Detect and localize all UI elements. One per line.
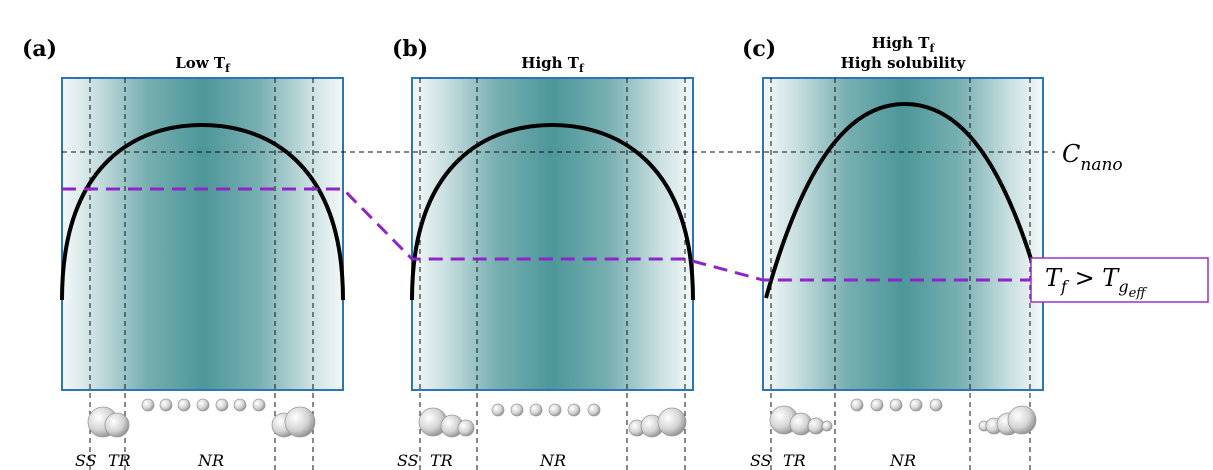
- panel-box: [763, 78, 1043, 390]
- title-text: Low T: [175, 54, 226, 72]
- c-nano-sub: nano: [1080, 155, 1122, 175]
- panel-title: High Tf: [872, 34, 936, 55]
- particle: [930, 399, 942, 411]
- particle: [822, 421, 832, 431]
- particle: [568, 404, 580, 416]
- panel-title: Low Tf: [175, 54, 231, 75]
- zone-label: NR: [197, 451, 224, 470]
- particle: [549, 404, 561, 416]
- title-subscript: f: [579, 62, 585, 75]
- c-nano-label: Cnano: [1062, 140, 1123, 175]
- c-nano-base: C: [1062, 140, 1080, 168]
- particle: [530, 404, 542, 416]
- particle: [234, 399, 246, 411]
- particle: [458, 420, 474, 436]
- particle: [588, 404, 600, 416]
- zone-label: NR: [539, 451, 566, 470]
- title-text: High T: [872, 34, 930, 52]
- particle: [1008, 406, 1036, 434]
- panel-label: (a): [22, 36, 57, 62]
- particle: [871, 399, 883, 411]
- particle: [890, 399, 902, 411]
- panel-title: High solubility: [841, 54, 967, 72]
- particle: [160, 399, 172, 411]
- particle: [492, 404, 504, 416]
- zone-label: TR: [783, 451, 806, 470]
- particle: [197, 399, 209, 411]
- zone-label: TR: [430, 451, 453, 470]
- particle: [142, 399, 154, 411]
- zone-label: SS: [75, 451, 97, 470]
- title-text: High solubility: [841, 54, 967, 72]
- zone-label: SS: [750, 451, 772, 470]
- panel-label: (b): [392, 36, 428, 62]
- particle: [658, 408, 686, 436]
- particle: [808, 418, 824, 434]
- cond-g: g: [1118, 277, 1128, 296]
- title-text: High T: [521, 54, 579, 72]
- cond-gt: > T: [1067, 264, 1120, 292]
- particle: [851, 399, 863, 411]
- particle: [253, 399, 265, 411]
- zone-label: TR: [108, 451, 131, 470]
- cond-eff: eff: [1129, 286, 1149, 301]
- particle: [285, 407, 315, 437]
- particle: [511, 404, 523, 416]
- zone-label: SS: [397, 451, 419, 470]
- particle: [216, 399, 228, 411]
- zone-label: NR: [889, 451, 916, 470]
- panel-label: (c): [742, 36, 776, 62]
- figure: (a)Low TfSSTRNR(b)High TfSSTRNR(c)High T…: [0, 0, 1213, 470]
- title-subscript: f: [225, 62, 231, 75]
- particle: [910, 399, 922, 411]
- panel-title: High Tf: [521, 54, 585, 75]
- particle: [178, 399, 190, 411]
- particle: [105, 413, 129, 437]
